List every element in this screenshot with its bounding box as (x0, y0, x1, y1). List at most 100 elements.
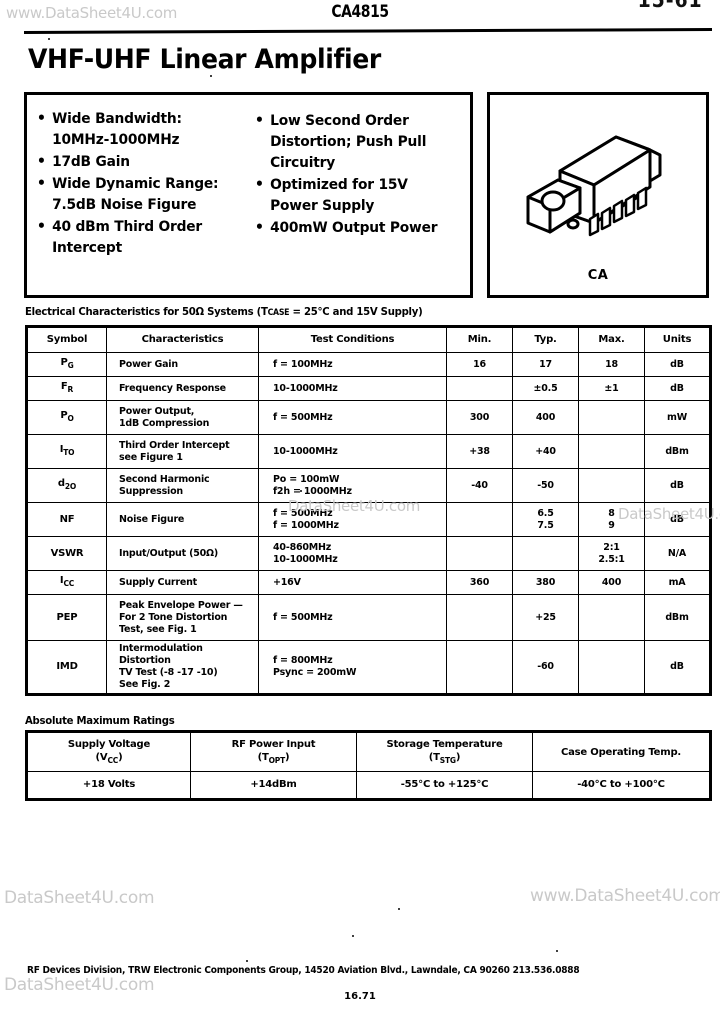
feature-line: 400mW Output Power (269, 220, 437, 236)
cell-test-conditions: f = 500MHz f = 1000MHz (258, 502, 447, 537)
features-column-right: Low Second Order Distortion; Push Pull C… (253, 109, 467, 260)
feature-line-continued: Power Supply (269, 198, 374, 214)
table-row: ITO Third Order Intercept see Figure 1 10-1… (25, 434, 712, 469)
cell-characteristics: Power Gain (106, 352, 259, 377)
table-row: IMD Intermodulation Distortion TV Test (-8… (25, 640, 712, 695)
scan-speck (352, 935, 354, 937)
absolute-maximum-ratings-table: Supply Voltage (VCC) RF Power Input (TOPT) S… (25, 730, 712, 801)
features-column-left: Wide Bandwidth: 10MHz-1000MHz 17dB Gain … (35, 108, 249, 260)
table-row: NF Noise Figure f = 500MHz f = 1000MHz 6.5 7.… (25, 502, 712, 537)
table-row: FR Frequency Response 10-1000MHz ±0.5 ±1 dB (25, 376, 712, 401)
feature-item: Low Second Order Distortion; Push Pull C… (253, 110, 456, 174)
cell-symbol: IMD (25, 640, 107, 695)
corner-page-mark: 15-61 (637, 0, 703, 12)
table-row: d2O Second Harmonic Suppression Po = 100mW f… (25, 468, 712, 503)
feature-item: Wide Dynamic Range: 7.5dB Noise Figure (35, 173, 238, 216)
cell-units: dB (644, 502, 712, 537)
column-header-characteristics: Characteristics (106, 326, 259, 353)
cell-max (578, 594, 645, 641)
feature-line-continued: Circuitry (269, 155, 335, 171)
cell-symbol: FR (25, 376, 107, 401)
feature-line: 40 dBm Third Order (52, 219, 203, 235)
cell-min: +38 (446, 434, 513, 469)
cell-min (446, 640, 513, 695)
header-subscript: STG (439, 755, 456, 765)
cell-max (578, 434, 645, 469)
feature-line-continued: Intercept (52, 240, 122, 256)
cell-max: 400 (578, 570, 645, 595)
cell-min: 360 (446, 570, 513, 595)
cell-units: N/A (644, 536, 712, 571)
cell-units: mW (644, 400, 712, 435)
table-row: PEP Peak Envelope Power — For 2 Tone Disto… (25, 594, 712, 641)
table-header-row: Supply Voltage (VCC) RF Power Input (TOPT) S… (25, 731, 712, 772)
cell-test-conditions: f = 100MHz (258, 352, 447, 377)
cell-max: 18 (578, 352, 645, 377)
column-header-3: Storage Temperature (TSTG) (356, 731, 533, 772)
scan-speck (556, 950, 558, 952)
cell-typ: 17 (512, 352, 579, 377)
cell-characteristics: Frequency Response (106, 376, 259, 401)
package-outline-icon (526, 135, 662, 237)
table-header-row: Symbol Characteristics Test Conditions M… (25, 326, 712, 353)
column-header-units: Units (644, 326, 712, 353)
cell-max (578, 400, 645, 435)
cell-test-conditions: Po = 100mW f2h = 1000MHz (258, 468, 447, 503)
table-row: PG Power Gain f = 100MHz 16 17 18 dB (25, 352, 712, 377)
cell-characteristics: Second Harmonic Suppression (106, 468, 259, 503)
cell-typ: -60 (512, 640, 579, 695)
feature-item: Optimized for 15V Power Supply (253, 174, 456, 217)
cell-units: dB (644, 376, 712, 401)
column-header-test-conditions: Test Conditions (258, 326, 447, 353)
cell-max: 2:1 2.5:1 (578, 536, 645, 571)
feature-item: 40 dBm Third Order Intercept (35, 216, 238, 259)
symbol-subscript: 2O (64, 482, 77, 491)
column-header-max: Max. (578, 326, 645, 353)
cell-test-conditions: f = 500MHz (258, 400, 447, 435)
scan-speck (246, 960, 248, 962)
header-subscript: CC (107, 755, 119, 765)
cell-symbol: NF (25, 502, 107, 537)
feature-line-continued: Distortion; Push Pull (269, 134, 426, 150)
feature-item: 17dB Gain (35, 151, 238, 173)
feature-line: Wide Bandwidth: (52, 111, 182, 127)
part-number: CA4815 (331, 2, 389, 22)
symbol-subscript: TO (63, 448, 75, 457)
feature-item: 400mW Output Power (253, 217, 456, 239)
cell-typ: -50 (512, 468, 579, 503)
caption-text-post: = 25°C and 15V Supply) (289, 305, 423, 318)
feature-line-continued: 7.5dB Noise Figure (52, 197, 197, 213)
cell-typ: 380 (512, 570, 579, 595)
cell-symbol: PG (25, 352, 107, 377)
cell-min (446, 594, 513, 641)
column-header-min: Min. (446, 326, 513, 353)
cell-characteristics: Intermodulation Distortion TV Test (-8 -1… (106, 640, 259, 695)
symbol-subscript: G (67, 361, 74, 370)
table-row: PO Power Output, 1dB Compression f = 500MHz… (25, 400, 712, 435)
cell-symbol: ICC (25, 570, 107, 595)
watermark-bottom-left: DataSheet4U.com (4, 888, 155, 908)
scan-speck (48, 38, 50, 40)
feature-line-continued: 10MHz-1000MHz (52, 132, 180, 148)
cell-rating-3: -55°C to +125°C (356, 771, 533, 800)
scan-speck (398, 908, 400, 910)
feature-item: Wide Bandwidth: 10MHz-1000MHz (35, 108, 238, 151)
cell-max (578, 468, 645, 503)
cell-min (446, 536, 513, 571)
cell-min: -40 (446, 468, 513, 503)
symbol-subscript: R (67, 385, 74, 394)
cell-characteristics: Supply Current (106, 570, 259, 595)
cell-units: dB (644, 352, 712, 377)
cell-rating-2: +14dBm (190, 771, 357, 800)
electrical-characteristics-table: Symbol Characteristics Test Conditions M… (25, 325, 712, 696)
cell-test-conditions: 40-860MHz 10-1000MHz (258, 536, 447, 571)
feature-line: 17dB Gain (52, 154, 130, 170)
cell-test-conditions: f = 500MHz (258, 594, 447, 641)
cell-characteristics: Noise Figure (106, 502, 259, 537)
cell-min (446, 502, 513, 537)
column-header-1: Supply Voltage (VCC) (25, 731, 191, 772)
cell-test-conditions: 10-1000MHz (258, 376, 447, 401)
cell-units: dB (644, 468, 712, 503)
